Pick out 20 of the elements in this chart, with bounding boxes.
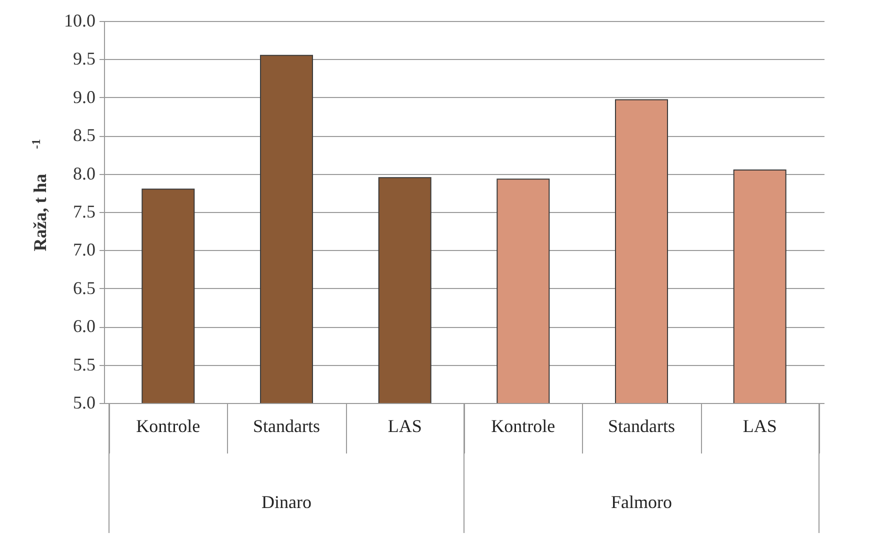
text: Dinaro bbox=[262, 492, 312, 512]
x-tick-label: Standarts bbox=[253, 416, 320, 436]
y-tick-label: 9.5 bbox=[73, 48, 96, 69]
x-tick-label: LAS bbox=[742, 416, 777, 436]
y-tick-label: 9.0 bbox=[73, 86, 96, 107]
x-tick-label: Kontrole bbox=[136, 416, 200, 436]
text: Falmoro bbox=[611, 492, 672, 512]
y-tick-label: 5.0 bbox=[73, 392, 96, 412]
y-tick-label: 8.5 bbox=[73, 125, 96, 146]
x-tick-label: Kontrole bbox=[491, 416, 556, 436]
y-tick-label: 6.0 bbox=[73, 316, 96, 336]
text: Raža, t ha-1 bbox=[29, 139, 50, 252]
y-tick-label: 8.0 bbox=[73, 163, 96, 184]
y-tick-label: 6.5 bbox=[73, 278, 96, 298]
y-tick-label: 5.5 bbox=[73, 354, 96, 374]
x-tick-label: LAS bbox=[388, 416, 422, 436]
y-tick-label: 10.0 bbox=[64, 10, 96, 30]
y-tick-label: 7.0 bbox=[73, 240, 96, 260]
y-tick-label: 7.5 bbox=[73, 202, 96, 222]
x-tick-label: Standarts bbox=[608, 416, 675, 436]
